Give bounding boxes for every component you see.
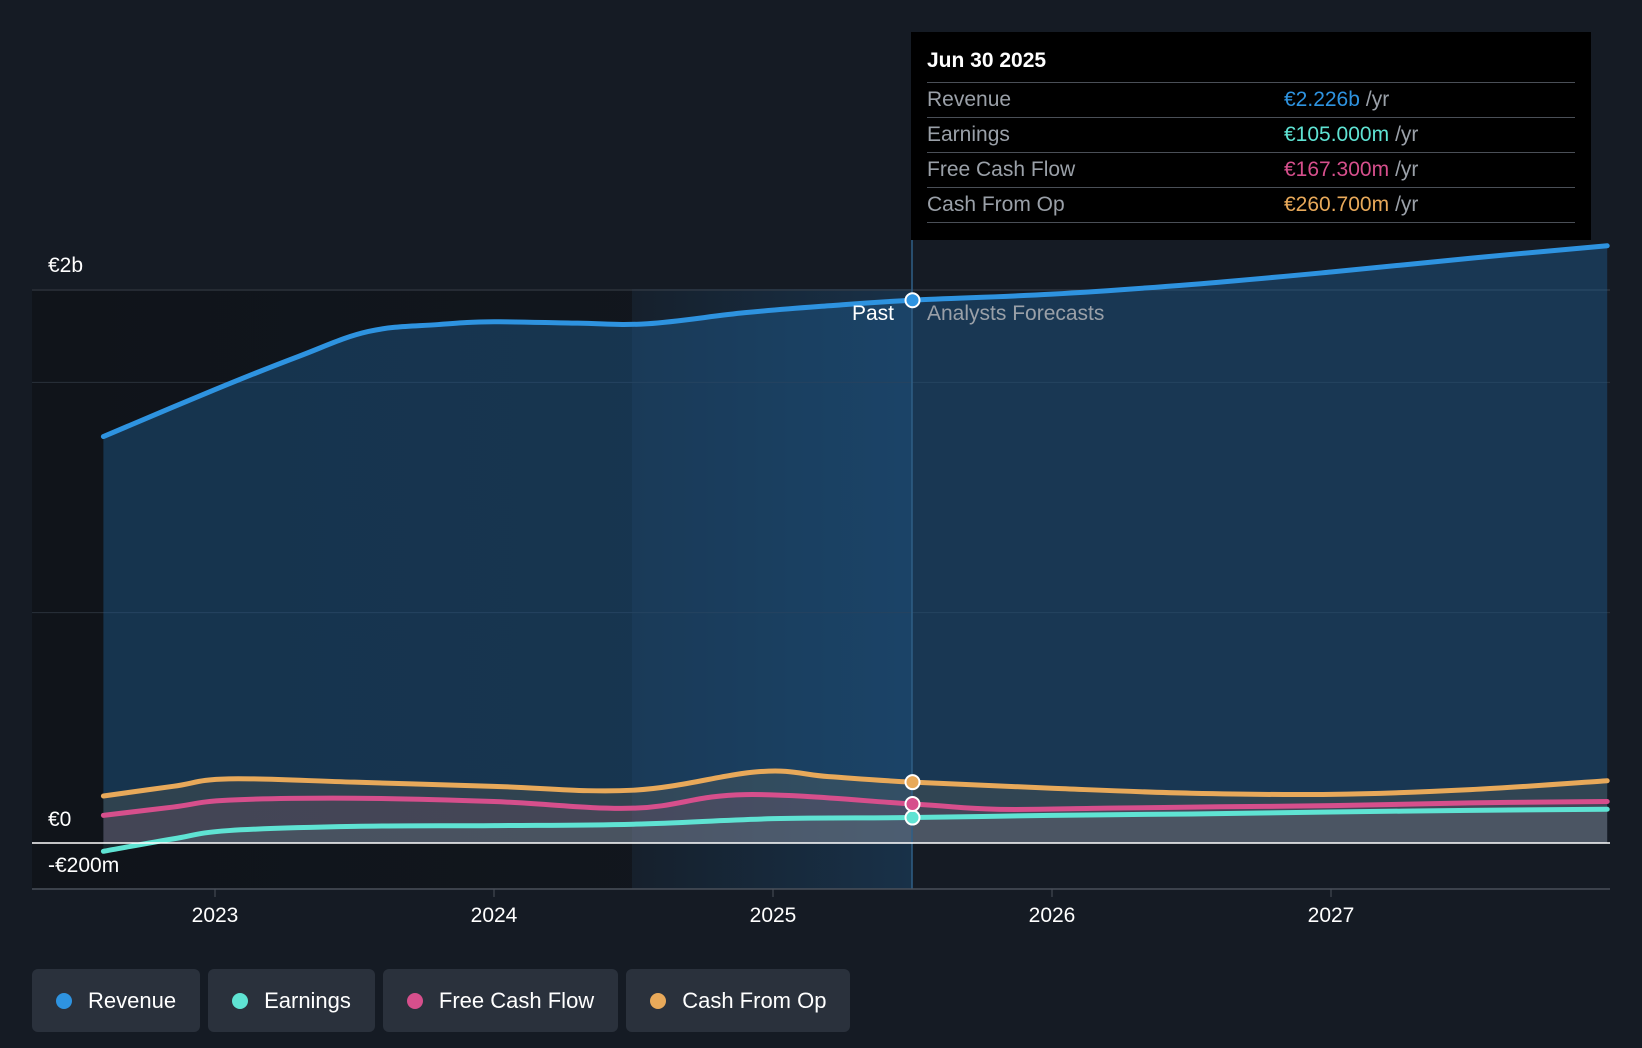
tooltip-row-earnings: Earnings €105.000m /yr — [927, 117, 1575, 152]
tooltip-date: Jun 30 2025 — [927, 49, 1047, 72]
x-tick-label: 2025 — [750, 904, 797, 927]
tooltip-unit: /yr — [1395, 123, 1419, 146]
line-earnings — [100, 806, 1610, 854]
marker-cash-from-op — [904, 774, 921, 791]
marker-revenue — [904, 292, 921, 309]
tooltip: Jun 30 2025 Revenue €2.226b /yr Earnings… — [911, 32, 1591, 240]
x-tick-label: 2026 — [1029, 904, 1076, 927]
x-axis-ticks: 2023 2024 2025 2026 2027 — [192, 889, 1355, 927]
forecast-label: Analysts Forecasts — [927, 302, 1104, 325]
tooltip-row-free-cash-flow: Free Cash Flow €167.300m /yr — [927, 152, 1575, 187]
gridlines — [32, 289, 1610, 614]
tooltip-label: Earnings — [927, 123, 1010, 146]
area-earnings — [103, 809, 1608, 852]
past-label: Past — [852, 302, 894, 325]
highlight-shade — [632, 289, 912, 889]
legend-item-cash-from-op[interactable]: Cash From Op — [626, 969, 851, 1032]
legend-item-free-cash-flow[interactable]: Free Cash Flow — [382, 969, 619, 1032]
free-cash-flow-dot-icon — [406, 992, 423, 1009]
legend-label: Free Cash Flow — [438, 987, 595, 1013]
y-tick-0: €0 — [48, 808, 71, 831]
x-tick-label: 2023 — [192, 904, 239, 927]
tooltip-unit: /yr — [1395, 193, 1419, 216]
tooltip-label: Cash From Op — [927, 193, 1065, 216]
tooltip-value: €2.226b — [1284, 88, 1360, 111]
cash-from-op-dot-icon — [650, 992, 667, 1009]
legend-item-revenue[interactable]: Revenue — [32, 969, 201, 1032]
tooltip-label: Free Cash Flow — [927, 158, 1076, 181]
series-lines — [100, 243, 1610, 854]
line-revenue — [100, 243, 1610, 440]
revenue-dot-icon — [56, 992, 72, 1009]
tooltip-row-revenue: Revenue €2.226b /yr — [927, 82, 1575, 117]
marker-earnings — [904, 809, 921, 826]
marker-free-cash-flow — [904, 796, 921, 813]
line-free-cash-flow — [100, 792, 1610, 818]
legend-label: Revenue — [88, 987, 177, 1013]
line-cash-from-op — [100, 768, 1610, 799]
x-tick-label: 2024 — [471, 904, 518, 927]
legend: Revenue Earnings Free Cash Flow Cash Fro… — [32, 969, 851, 1032]
tooltip-value: €105.000m — [1284, 123, 1390, 146]
tooltip-label: Revenue — [927, 88, 1012, 111]
tooltip-unit: /yr — [1365, 88, 1390, 111]
y-tick-2b: €2b — [48, 254, 83, 277]
tooltip-value: €167.300m — [1284, 158, 1390, 181]
tooltip-row-cash-from-op: Cash From Op €260.700m /yr — [927, 187, 1575, 223]
x-tick-label: 2027 — [1308, 904, 1355, 927]
legend-item-earnings[interactable]: Earnings — [208, 969, 375, 1032]
y-tick-neg200m: -€200m — [48, 854, 119, 877]
area-revenue — [103, 245, 1608, 843]
legend-label: Cash From Op — [682, 987, 827, 1013]
legend-label: Earnings — [264, 987, 351, 1013]
hover-markers — [904, 292, 921, 826]
tooltip-value: €260.700m — [1284, 193, 1390, 216]
earnings-dot-icon — [232, 992, 249, 1009]
tooltip-unit: /yr — [1395, 158, 1419, 181]
